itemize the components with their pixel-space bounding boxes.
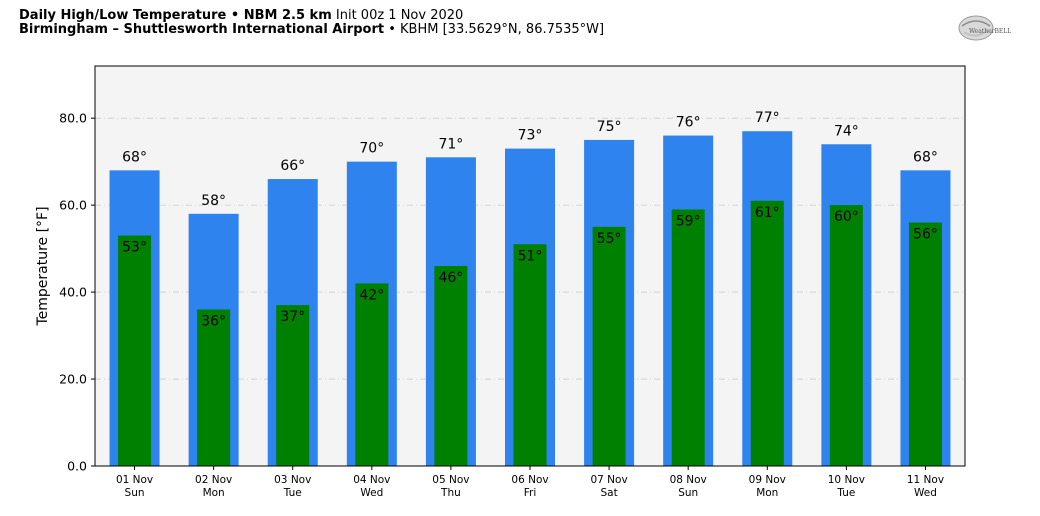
high-value-label-2: 66° <box>280 158 305 174</box>
high-value-label-1: 58° <box>201 193 226 209</box>
low-bar-8 <box>750 200 784 467</box>
high-value-label-7: 76° <box>676 115 701 131</box>
header-coordinates: • KBHM [33.5629°N, 86.7535°W] <box>388 22 605 37</box>
y-axis-label: Temperature [°F] <box>35 206 51 326</box>
chart-header: Daily High/Low Temperature • NBM 2.5 km … <box>19 9 604 37</box>
x-tick-day-10: Wed <box>914 487 937 499</box>
low-bar-2 <box>276 305 310 466</box>
low-value-label-6: 55° <box>597 231 622 247</box>
x-tick-date-3: 04 Nov <box>353 474 390 486</box>
high-value-label-3: 70° <box>359 141 384 157</box>
x-tick-day-9: Tue <box>836 487 855 499</box>
x-tick-date-5: 06 Nov <box>511 474 548 486</box>
header-line-1: Daily High/Low Temperature • NBM 2.5 km … <box>19 9 604 23</box>
x-tick-date-8: 09 Nov <box>749 474 786 486</box>
low-bar-4 <box>434 266 468 466</box>
low-bar-3 <box>355 283 389 466</box>
low-bar-10 <box>908 222 942 466</box>
x-tick-date-4: 05 Nov <box>432 474 469 486</box>
x-tick-day-8: Mon <box>756 487 778 499</box>
x-tick-day-5: Fri <box>524 487 537 499</box>
low-value-label-9: 60° <box>834 209 859 225</box>
low-bar-0 <box>118 235 152 466</box>
low-bar-1 <box>197 309 231 466</box>
low-value-label-7: 59° <box>676 213 701 229</box>
x-tick-day-6: Sat <box>600 487 617 499</box>
y-tick-label-4: 80.0 <box>59 111 87 126</box>
x-tick-day-3: Wed <box>360 487 383 499</box>
header-init-time: Init 00z 1 Nov 2020 <box>335 8 464 23</box>
x-tick-date-10: 11 Nov <box>907 474 944 486</box>
low-value-label-10: 56° <box>913 227 938 243</box>
high-value-label-0: 68° <box>122 149 147 165</box>
x-tick-date-7: 08 Nov <box>670 474 707 486</box>
weatherbell-logo: WeatherBELL <box>956 14 1018 44</box>
high-value-label-6: 75° <box>597 119 622 135</box>
x-tick-date-0: 01 Nov <box>116 474 153 486</box>
x-tick-day-1: Mon <box>203 487 225 499</box>
labels-layer: 68° 53° 58° 36° 66° 37° 70° 42° 71° 46° 73° 51° 75° 5… <box>122 110 938 329</box>
low-value-label-0: 53° <box>122 240 147 256</box>
plot-frame <box>94 65 966 467</box>
high-value-label-8: 77° <box>755 110 780 126</box>
x-tick-date-9: 10 Nov <box>828 474 865 486</box>
x-tick-date-2: 03 Nov <box>274 474 311 486</box>
x-tick-date-1: 02 Nov <box>195 474 232 486</box>
high-value-label-9: 74° <box>834 123 859 139</box>
low-bar-5 <box>513 244 547 466</box>
low-value-label-8: 61° <box>755 205 780 221</box>
header-line-2: Birmingham – Shuttlesworth International… <box>19 23 604 37</box>
high-value-label-10: 68° <box>913 149 938 165</box>
low-value-label-1: 36° <box>201 313 226 329</box>
x-tick-day-7: Sun <box>678 487 698 499</box>
low-bar-7 <box>671 209 705 466</box>
y-tick-label-2: 40.0 <box>59 285 87 300</box>
header-title: Daily High/Low Temperature • NBM 2.5 km <box>19 8 332 23</box>
low-value-label-4: 46° <box>438 270 463 286</box>
low-bar-9 <box>829 205 863 466</box>
low-bar-6 <box>592 226 626 466</box>
logo-text: WeatherBELL <box>969 28 1011 35</box>
high-value-label-5: 73° <box>518 128 543 144</box>
low-value-label-2: 37° <box>280 309 305 325</box>
y-tick-label-0: 0.0 <box>67 459 87 474</box>
x-tick-day-0: Sun <box>125 487 145 499</box>
y-tick-label-3: 60.0 <box>59 198 87 213</box>
high-value-label-4: 71° <box>438 136 463 152</box>
bars-layer <box>109 131 951 467</box>
low-value-label-5: 51° <box>518 248 543 264</box>
x-tick-day-2: Tue <box>283 487 302 499</box>
y-tick-label-1: 20.0 <box>59 372 87 387</box>
low-value-label-3: 42° <box>359 287 384 303</box>
header-location: Birmingham – Shuttlesworth International… <box>19 22 385 37</box>
x-tick-day-4: Thu <box>440 487 461 499</box>
x-tick-date-6: 07 Nov <box>590 474 627 486</box>
